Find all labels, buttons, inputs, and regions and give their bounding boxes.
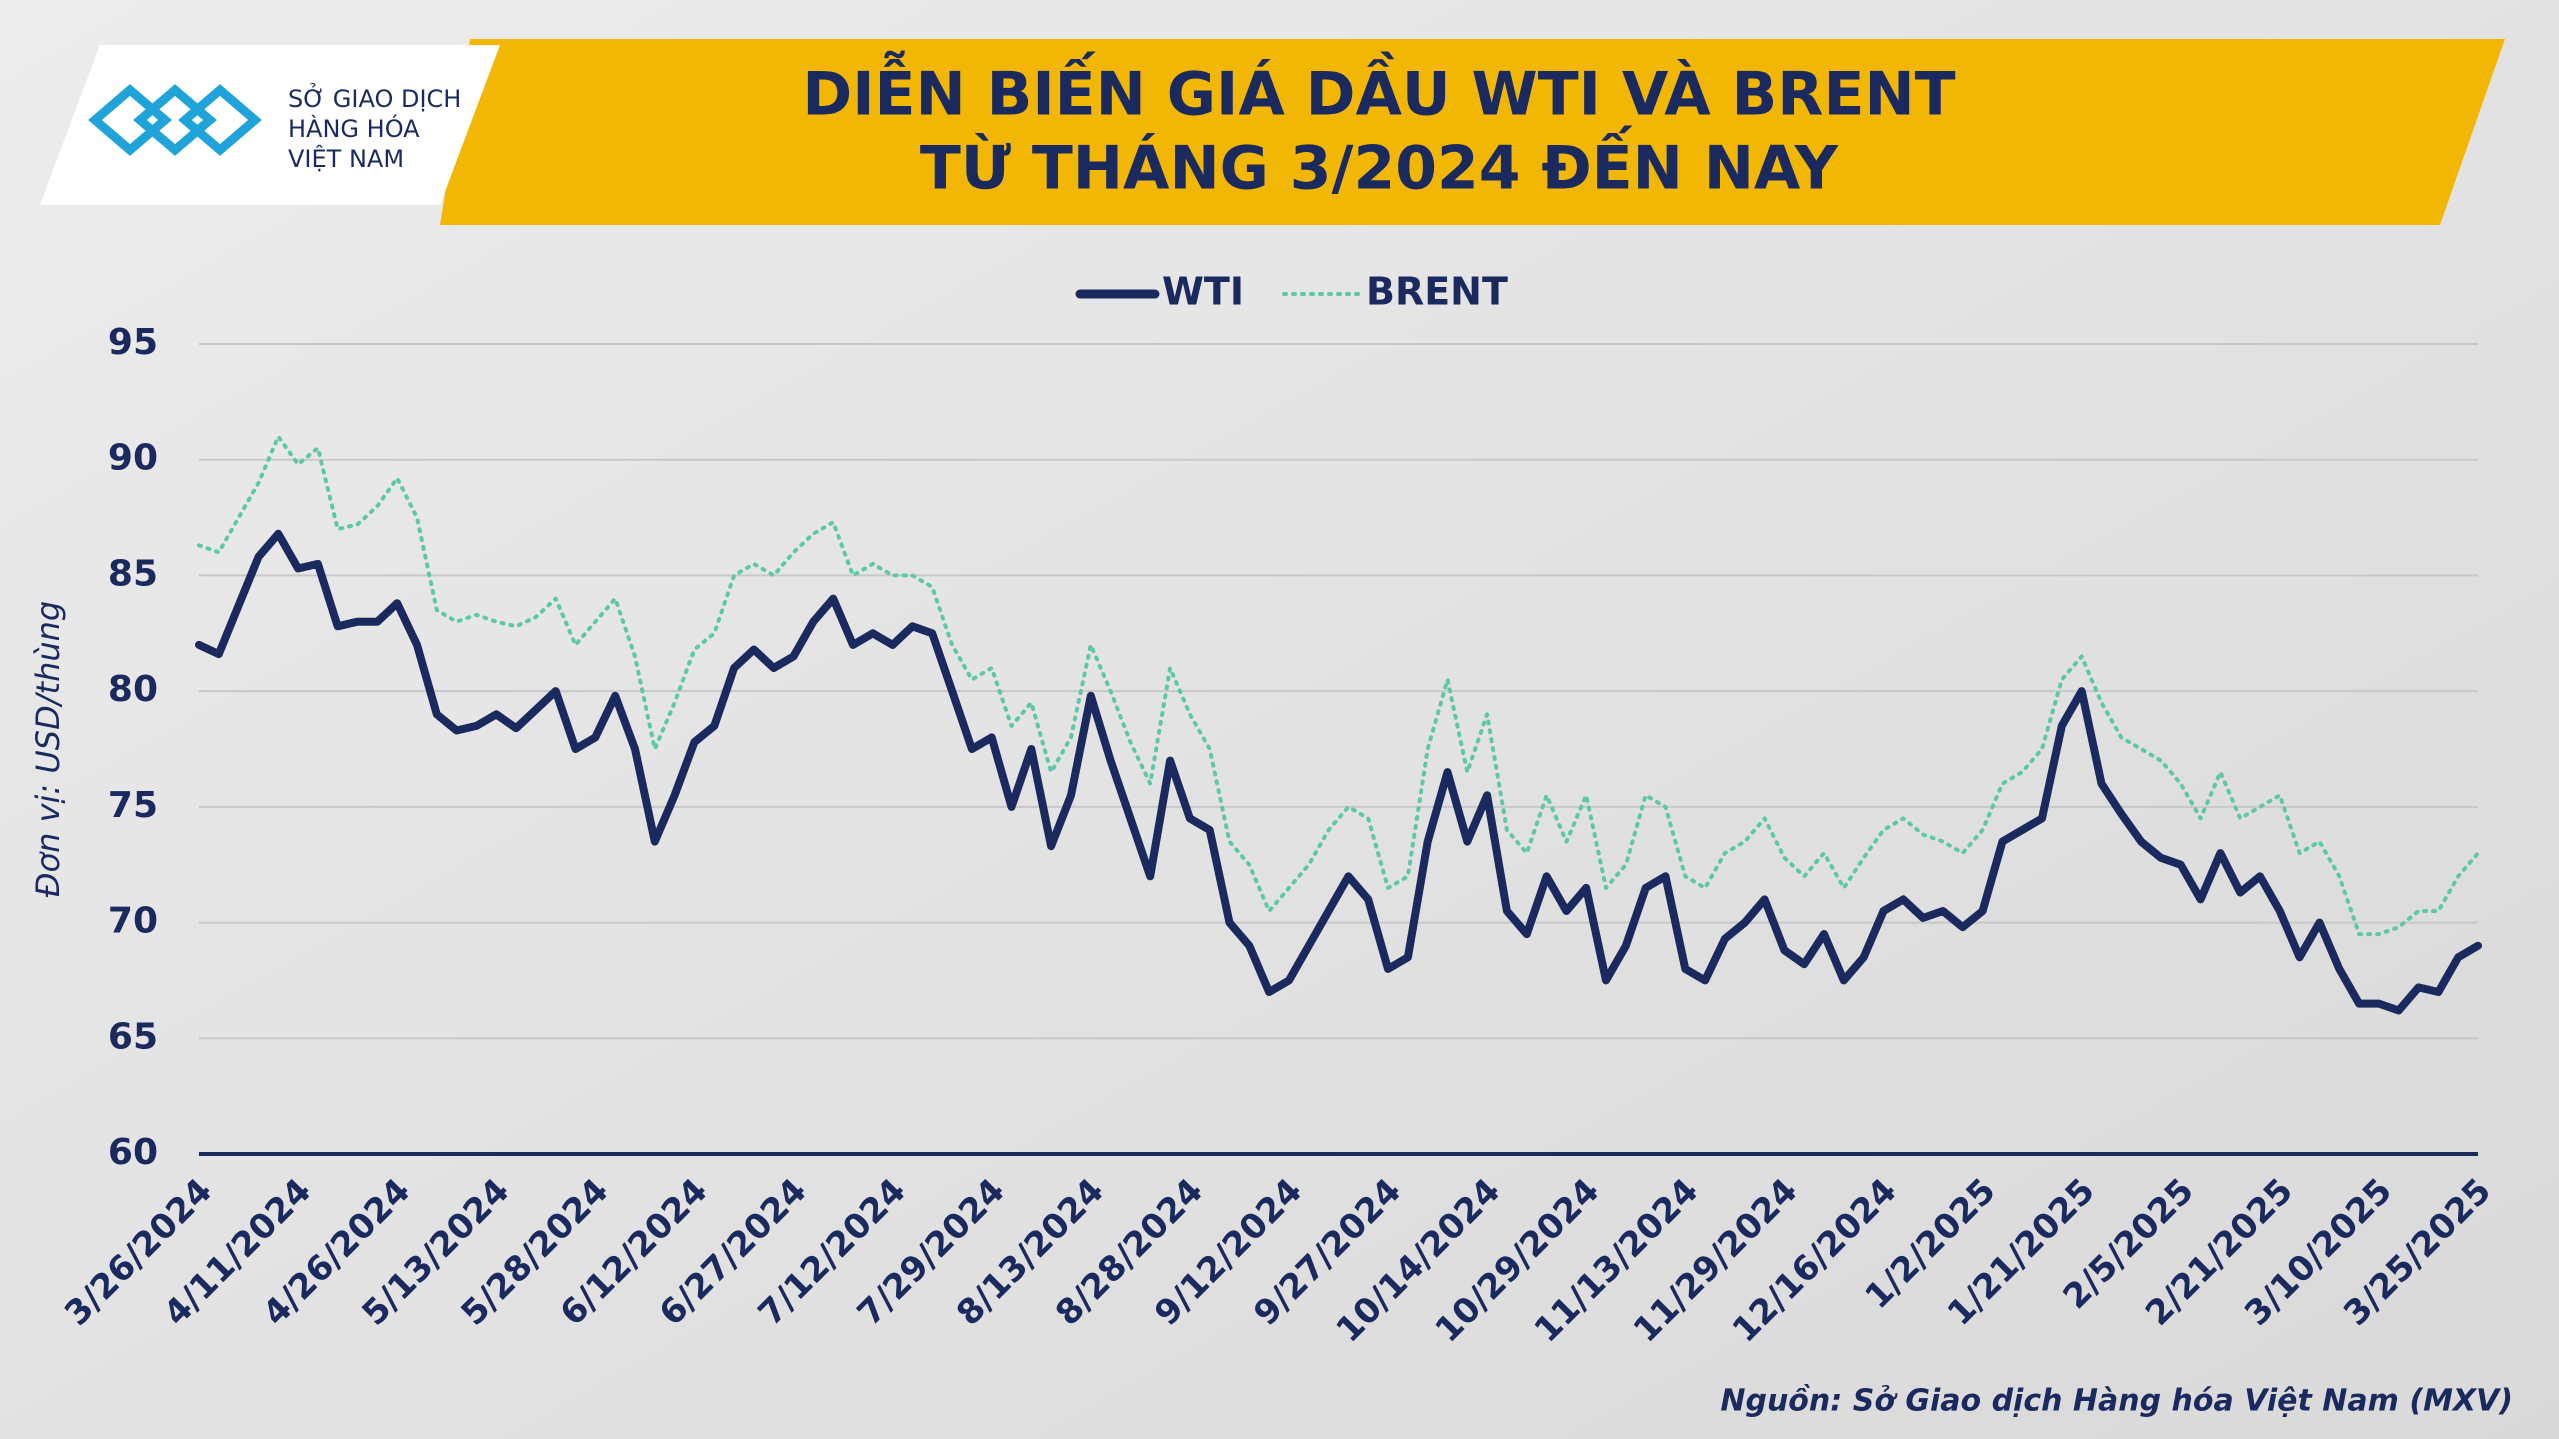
y-tick-label: 70 (108, 901, 158, 942)
y-tick-label: 75 (108, 785, 158, 826)
chart-subtitle: TỪ THÁNG 3/2024 ĐẾN NAY (920, 125, 1840, 204)
chart-title: DIỄN BIẾN GIÁ DẦU WTI VÀ BRENT (802, 50, 1955, 130)
series-line (197, 434, 2480, 937)
logo-panel (40, 45, 500, 205)
y-tick-label: 90 (108, 438, 158, 479)
y-tick-label: 95 (108, 322, 158, 363)
series-line (195, 529, 2482, 1015)
y-tick-label: 85 (108, 553, 158, 594)
title-band (440, 39, 2505, 225)
logo-text: HÀNG HÓA (288, 113, 420, 143)
y-axis-title: Đơn vị: USD/thùng (29, 601, 67, 897)
y-tick-label: 60 (108, 1132, 158, 1173)
source-note: Nguồn: Sở Giao dịch Hàng hóa Việt Nam (M… (1720, 1384, 2513, 1419)
logo-mark (88, 84, 262, 156)
legend-label: BRENT (1366, 270, 1508, 314)
legend-label: WTI (1162, 270, 1244, 314)
logo-text: SỞ GIAO DỊCH (288, 82, 461, 113)
y-tick-label: 65 (108, 1016, 158, 1057)
logo-text: VIỆT NAM (288, 144, 404, 173)
y-tick-label: 80 (108, 669, 158, 710)
